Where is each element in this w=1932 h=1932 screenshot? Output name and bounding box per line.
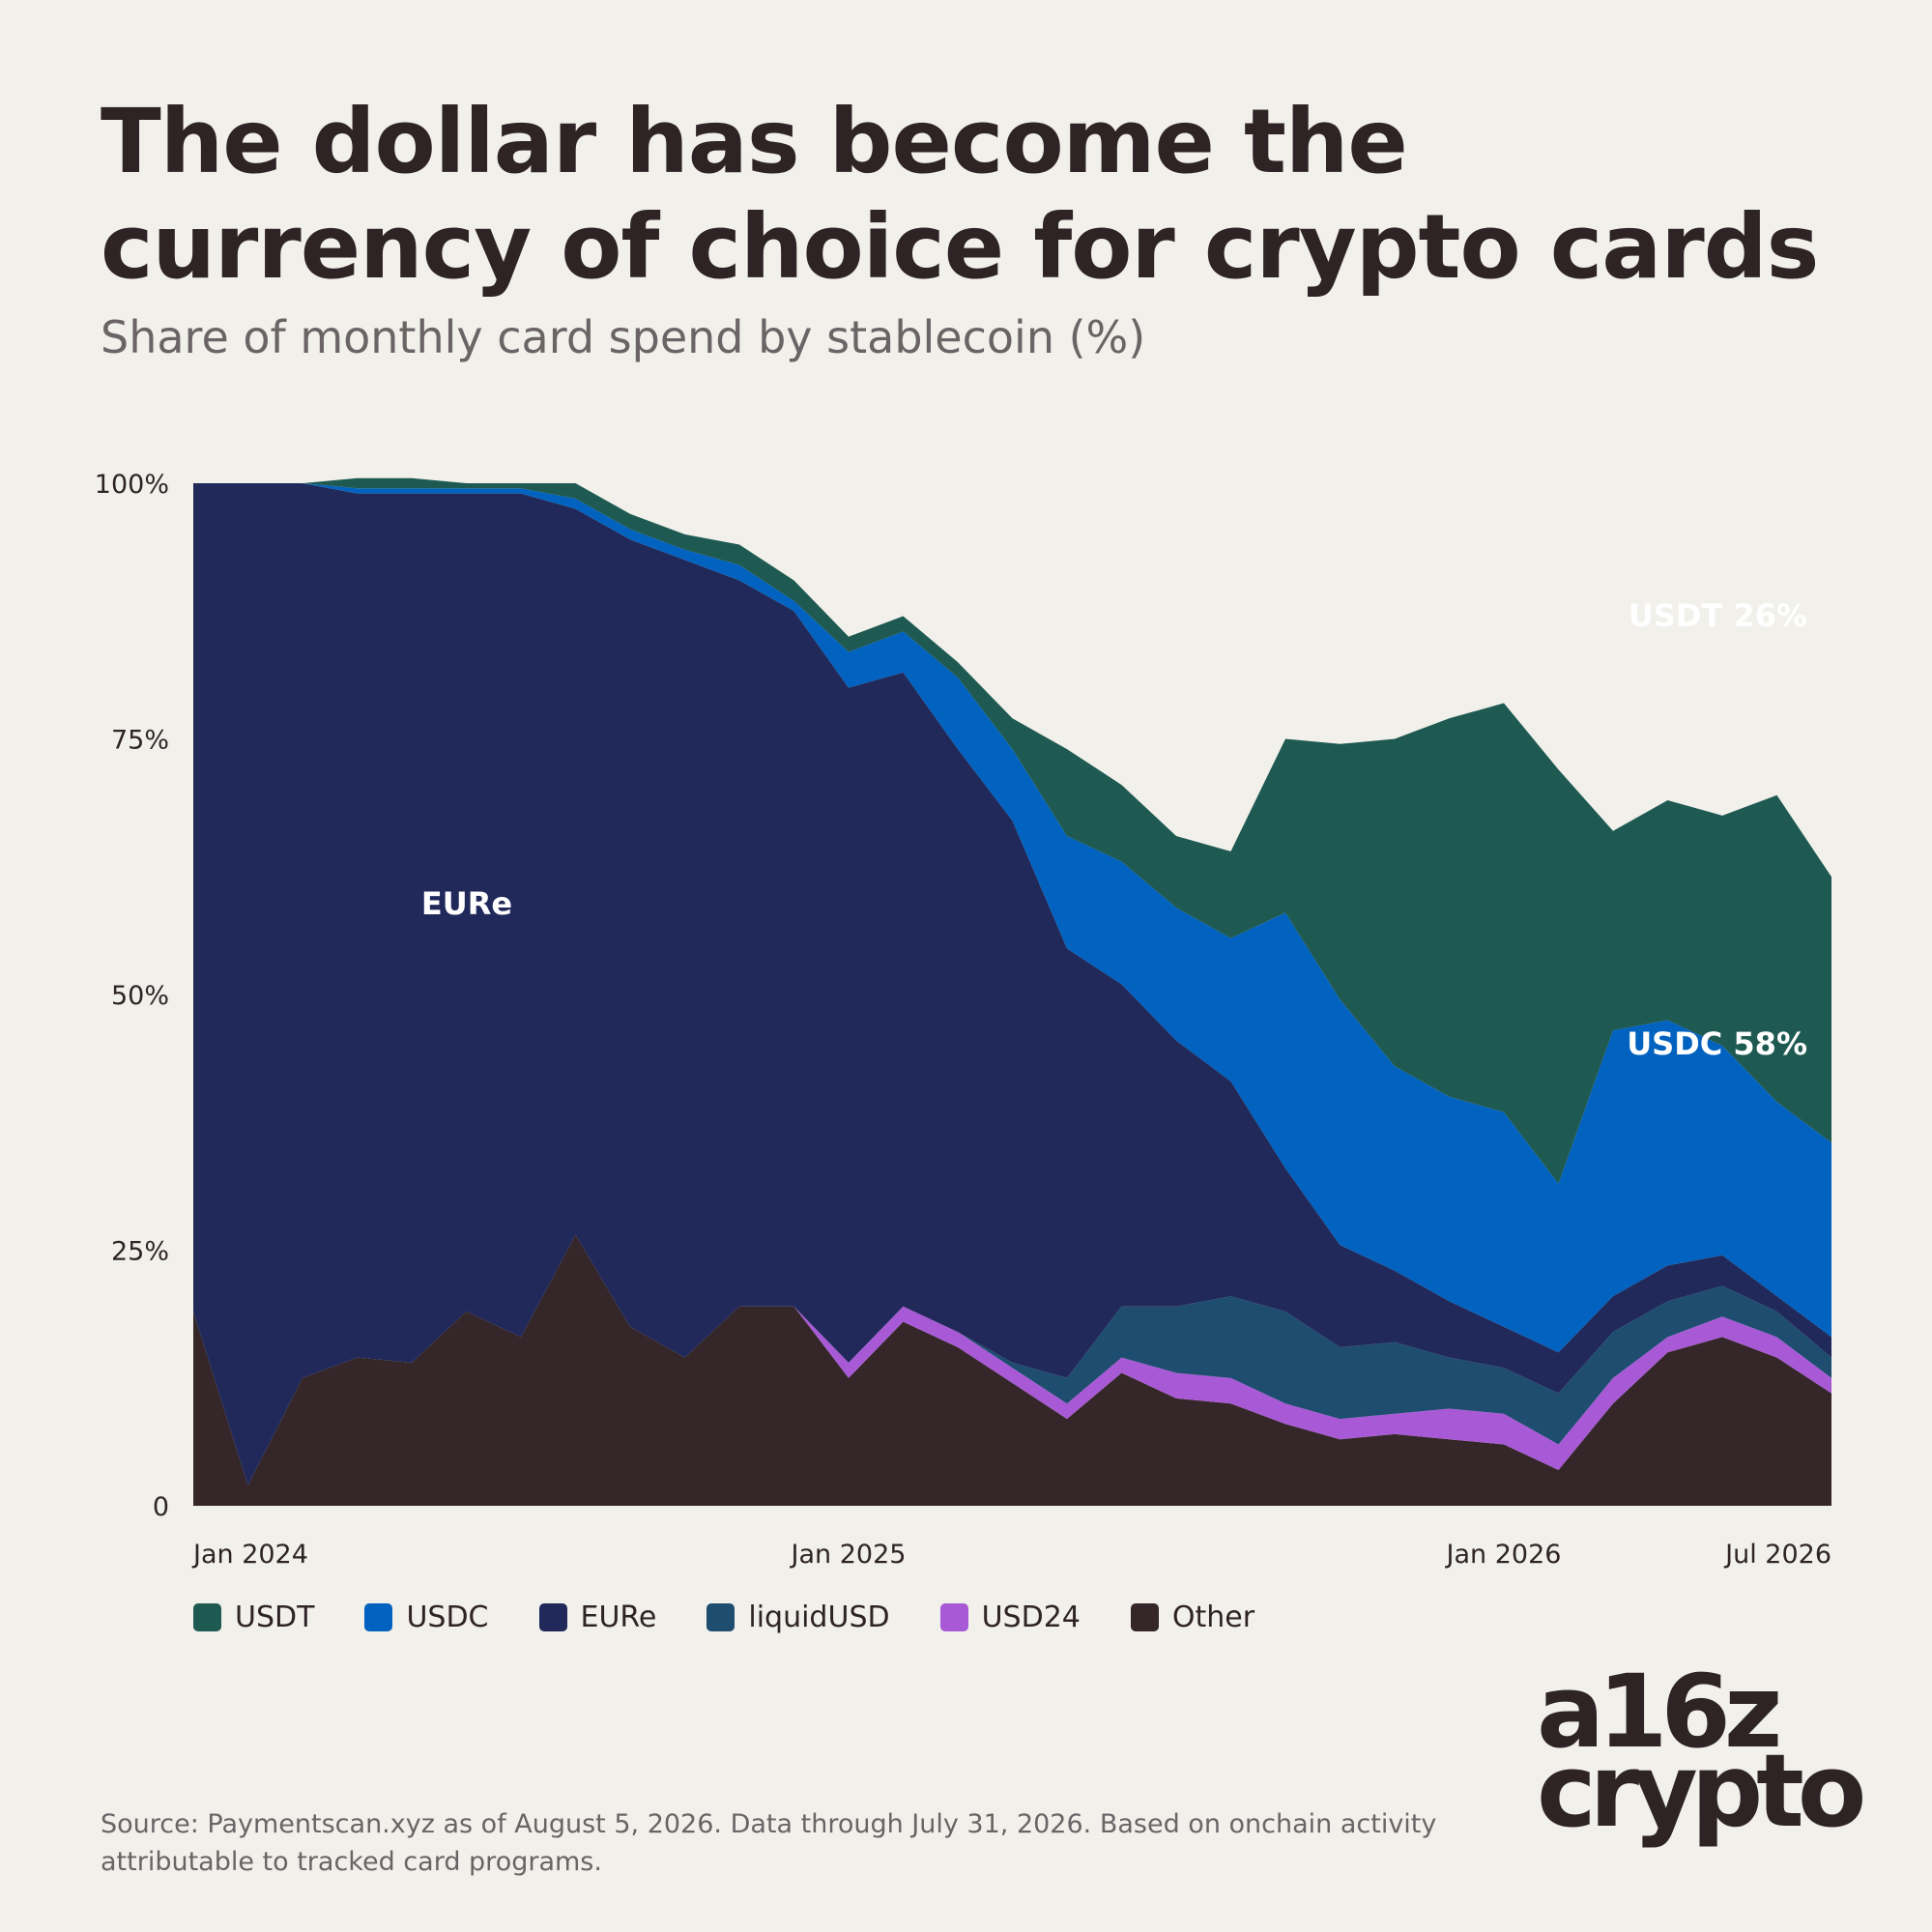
legend-label: liquidUSD (748, 1600, 890, 1634)
x-tick-label: Jul 2026 (1723, 1540, 1831, 1570)
chart-annotations: USDT 26% USDC 58% EURe (421, 597, 1807, 1062)
x-tick-label: Jan 2024 (191, 1540, 308, 1570)
chart-legend: USDT USDC EURe liquidUSD USD24 Other (193, 1600, 1305, 1634)
y-axis-ticks: 0 25% 50% 75% 100% (95, 470, 169, 1522)
y-tick-label: 0 (153, 1492, 169, 1522)
source-note: Source: Paymentscan.xyz as of August 5, … (101, 1809, 1437, 1877)
x-axis-ticks: Jan 2024 Jan 2025 Jan 2026 Jul 2026 (191, 1540, 1831, 1570)
y-tick-label: 50% (111, 981, 169, 1011)
x-tick-label: Jan 2025 (790, 1540, 907, 1570)
annotation-usdc: USDC 58% (1627, 1025, 1807, 1062)
legend-label: USDT (235, 1600, 315, 1634)
area-usdt (193, 477, 1831, 1184)
area-layers (193, 477, 1831, 1506)
logo-line-1: a16z (1537, 1653, 1782, 1771)
y-tick-label: 100% (95, 470, 169, 500)
area-usd24 (193, 1234, 1831, 1485)
legend-label: Other (1171, 1600, 1255, 1634)
legend-item-usdc: USDC (364, 1600, 489, 1634)
annotation-usdt: USDT 26% (1629, 597, 1807, 634)
y-tick-label: 25% (111, 1237, 169, 1267)
legend-label: EURe (580, 1600, 657, 1634)
x-tick-label: Jan 2026 (1445, 1540, 1562, 1570)
area-usdc (193, 483, 1831, 1353)
chart-title: The dollar has become the currency of ch… (101, 90, 1819, 299)
legend-item-usdt: USDT (193, 1600, 314, 1634)
chart-subtitle: Share of monthly card spend by stablecoi… (101, 311, 1146, 363)
legend-swatch (538, 1603, 567, 1631)
annotation-eure: EURe (421, 885, 512, 922)
logo-line-2: crypto (1537, 1732, 1866, 1850)
area-eure (193, 483, 1831, 1485)
legend-swatch (364, 1603, 393, 1631)
legend-label: USD24 (981, 1600, 1081, 1634)
legend-item-eure: EURe (538, 1600, 657, 1634)
legend-item-other: Other (1130, 1600, 1255, 1634)
legend-swatch (706, 1603, 735, 1631)
legend-swatch (193, 1603, 221, 1631)
a16z-crypto-logo: a16z crypto (1537, 1653, 1866, 1850)
y-tick-label: 75% (111, 726, 169, 756)
legend-item-usd24: USD24 (939, 1600, 1081, 1634)
legend-swatch (1130, 1603, 1159, 1631)
legend-swatch (939, 1603, 968, 1631)
area-other (193, 1234, 1831, 1506)
legend-label: USDC (406, 1600, 489, 1634)
legend-item-liquidusd: liquidUSD (706, 1600, 890, 1634)
